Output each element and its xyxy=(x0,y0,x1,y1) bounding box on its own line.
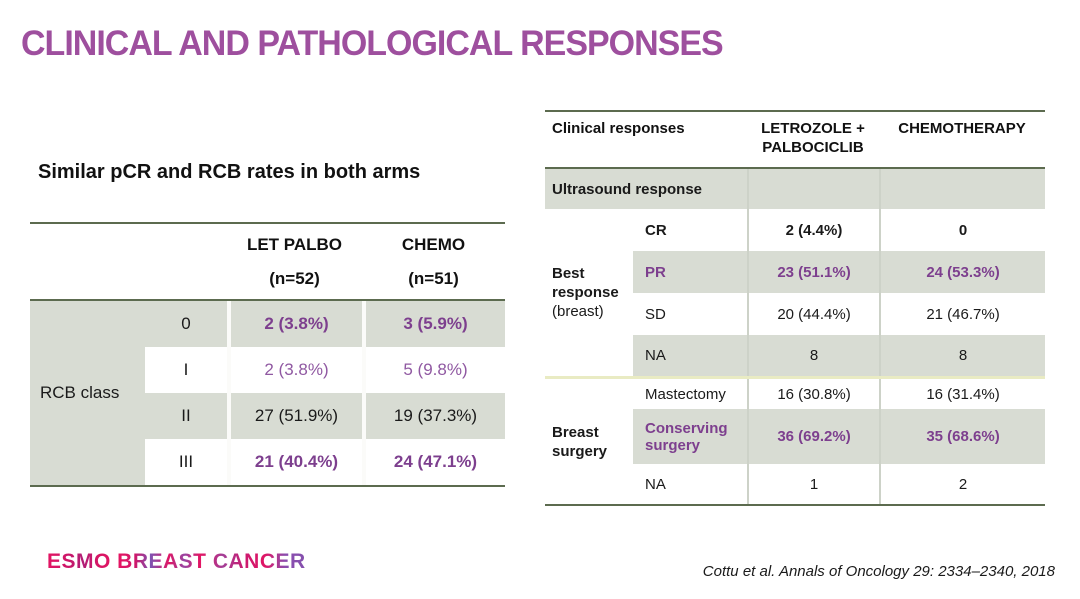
clinical-responses-header: Clinical responses xyxy=(552,120,685,137)
rcb-cell: 24 (47.1%) xyxy=(362,439,505,485)
arm1-n: (n=52) xyxy=(269,268,320,288)
row-label-sd: SD xyxy=(645,305,666,323)
row-label-cr: CR xyxy=(645,221,667,239)
ultrasound-response-subheader: Ultrasound response xyxy=(545,169,747,209)
rcb-row-label: I xyxy=(183,360,189,379)
cell: 8 xyxy=(879,335,1045,376)
citation: Cottu et al. Annals of Oncology 29: 2334… xyxy=(702,563,1055,580)
cell: 35 (68.6%) xyxy=(879,409,1045,464)
rcb-cell: 19 (37.3%) xyxy=(362,393,505,439)
arm1-header-line2: PALBOCICLIB xyxy=(762,139,864,156)
left-section-heading: Similar pCR and RCB rates in both arms xyxy=(38,161,421,183)
slide-title: CLINICAL AND PATHOLOGICAL RESPONSES xyxy=(21,24,724,63)
best-response-group-label: Best response (breast) xyxy=(545,209,633,376)
row-label-conserving-surgery: Conserving surgery xyxy=(633,409,747,464)
rcb-cell: 27 (51.9%) xyxy=(227,393,362,439)
rcb-col-header-let-palbo: LET PALBO (n=52) xyxy=(227,224,362,299)
arm2-n: (n=51) xyxy=(408,268,459,288)
cell: 36 (69.2%) xyxy=(747,409,879,464)
clinical-table-header: Clinical responses LETROZOLE + PALBOCICL… xyxy=(545,112,1045,167)
rcb-cell: 2 (3.8%) xyxy=(227,301,362,347)
best-response-label-bold: Best response xyxy=(552,265,619,301)
cell: 2 (4.4%) xyxy=(747,209,879,251)
cell: 1 xyxy=(747,464,879,504)
table-rule-bottom xyxy=(30,485,505,487)
cell: 16 (31.4%) xyxy=(879,379,1045,409)
rcb-row-label: III xyxy=(178,452,194,471)
empty-cell xyxy=(879,169,1045,209)
row-label-pr: PR xyxy=(633,251,747,293)
breast-surgery-label: Breast surgery xyxy=(552,423,608,460)
chemotherapy-header: CHEMOTHERAPY xyxy=(898,120,1026,137)
rcb-table-header: LET PALBO (n=52) CHEMO (n=51) xyxy=(30,224,505,299)
table-rule-top xyxy=(545,110,1045,112)
table-rule-mid xyxy=(30,299,505,301)
clinical-responses-table: Clinical responses LETROZOLE + PALBOCICL… xyxy=(545,110,1045,506)
cell: 2 xyxy=(879,464,1045,504)
table-rule-mid xyxy=(545,167,1045,169)
rcb-cell: 5 (9.8%) xyxy=(362,347,505,393)
rcb-col-header-chemo: CHEMO (n=51) xyxy=(362,224,505,299)
rcb-group-label: RCB class xyxy=(30,301,145,485)
arm2-name: CHEMO xyxy=(401,234,466,254)
table-rule-top xyxy=(30,222,505,224)
rcb-row-label: II xyxy=(145,393,227,439)
rcb-cell: 21 (40.4%) xyxy=(227,439,362,485)
rcb-cell: 3 (5.9%) xyxy=(362,301,505,347)
breast-surgery-group-label: Breast surgery xyxy=(545,379,633,504)
arm1-name: LET PALBO xyxy=(246,234,343,254)
cell: 23 (51.1%) xyxy=(747,251,879,293)
rcb-cell: 2 (3.8%) xyxy=(227,347,362,393)
esmo-breast-cancer-logo: ESMO BREAST CANCER xyxy=(47,550,306,573)
empty-cell xyxy=(747,169,879,209)
row-label-mastectomy: Mastectomy xyxy=(645,385,726,403)
rcb-row-label: 0 xyxy=(145,301,227,347)
cell: 24 (53.3%) xyxy=(879,251,1045,293)
arm1-header-line1: LETROZOLE + xyxy=(761,120,865,137)
best-response-label-normal: (breast) xyxy=(552,303,604,320)
letrozole-palbociclib-header: LETROZOLE + PALBOCICLIB xyxy=(747,112,879,167)
cell: 21 (46.7%) xyxy=(879,293,1045,335)
clinical-table-body: Ultrasound response Best response (breas… xyxy=(545,169,1045,504)
row-label-na: NA xyxy=(645,475,666,493)
rcb-table-body: RCB class 0 2 (3.8%) 3 (5.9%) I 2 (3.8%)… xyxy=(30,301,505,485)
section-divider xyxy=(545,376,1045,379)
row-label-na: NA xyxy=(633,335,747,376)
table-rule-bottom xyxy=(545,504,1045,506)
cell: 16 (30.8%) xyxy=(747,379,879,409)
rcb-table: LET PALBO (n=52) CHEMO (n=51) RCB class … xyxy=(30,222,505,487)
cell: 8 xyxy=(747,335,879,376)
cell: 0 xyxy=(879,209,1045,251)
cell: 20 (44.4%) xyxy=(747,293,879,335)
